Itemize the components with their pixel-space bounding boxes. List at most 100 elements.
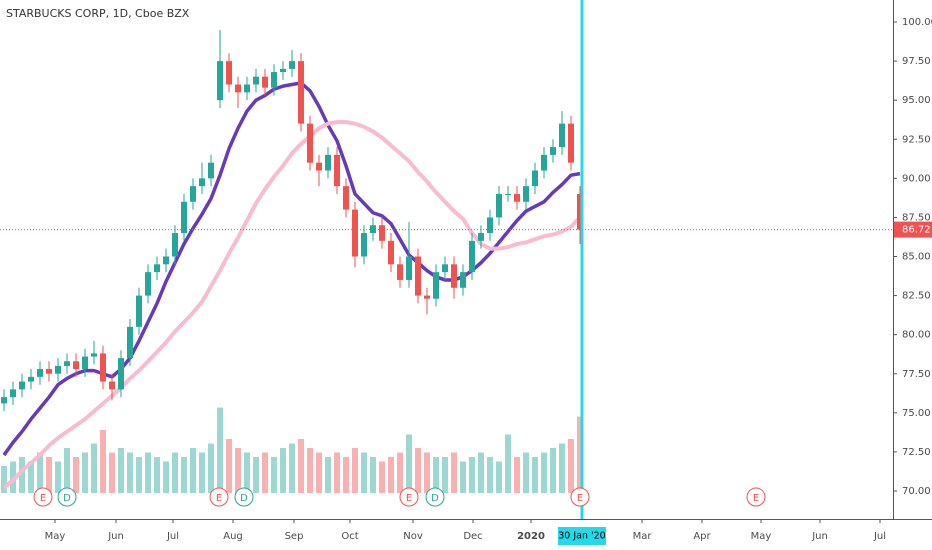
x-tick-label: Oct bbox=[341, 531, 358, 542]
candle-body bbox=[352, 209, 358, 257]
last-price-box bbox=[894, 221, 932, 238]
event-marker bbox=[33, 487, 53, 507]
event-marker bbox=[746, 487, 766, 507]
candle-body bbox=[460, 272, 466, 288]
y-tick-label: 80.00 bbox=[902, 330, 931, 341]
volume-bar bbox=[406, 434, 412, 493]
candle-body bbox=[208, 162, 214, 179]
x-tick-label: Jun bbox=[107, 531, 124, 542]
candle-body bbox=[28, 376, 34, 382]
candle-body bbox=[109, 381, 115, 390]
y-tick-label: 87.50 bbox=[902, 212, 931, 223]
candle-body bbox=[298, 61, 304, 124]
candle-body bbox=[442, 264, 448, 273]
volume-bar bbox=[217, 407, 223, 493]
volume-bar bbox=[352, 448, 358, 493]
volume-bar bbox=[514, 457, 520, 493]
event-label: E bbox=[216, 493, 222, 504]
volume-bar bbox=[91, 443, 97, 493]
volume-bar bbox=[424, 452, 430, 493]
volume-bar bbox=[388, 457, 394, 493]
candle-body bbox=[388, 240, 394, 265]
volume-bar bbox=[1, 466, 7, 493]
volume-bar bbox=[397, 452, 403, 493]
volume-bar bbox=[541, 452, 547, 493]
y-tick-label: 90.00 bbox=[902, 173, 931, 184]
candle-body bbox=[316, 162, 322, 171]
volume-bar bbox=[289, 443, 295, 493]
candle-body bbox=[523, 186, 529, 202]
volume-bar bbox=[118, 448, 124, 493]
volume-bar bbox=[487, 457, 493, 493]
candle-body bbox=[46, 369, 52, 374]
event-marker bbox=[399, 487, 419, 507]
candle-body bbox=[577, 193, 583, 230]
volume-bar bbox=[100, 430, 106, 493]
candle-body bbox=[244, 84, 250, 93]
x-tick-label: Aug bbox=[223, 531, 243, 542]
volume-bar bbox=[163, 461, 169, 493]
volume-bar bbox=[37, 452, 43, 493]
candle-body bbox=[568, 123, 574, 163]
candle-body bbox=[496, 193, 502, 218]
volume-bar bbox=[73, 457, 79, 493]
candle-body bbox=[307, 123, 313, 163]
y-tick-label: 70.00 bbox=[902, 486, 931, 497]
volume-bar bbox=[154, 457, 160, 493]
last-price-label: 86.72 bbox=[902, 225, 931, 236]
candle-body bbox=[343, 186, 349, 210]
volume-bar bbox=[280, 448, 286, 493]
volume-bar bbox=[244, 452, 250, 493]
event-label: D bbox=[431, 493, 439, 504]
volume-bar bbox=[235, 448, 241, 493]
volume-bar bbox=[253, 457, 259, 493]
volume-bar bbox=[262, 452, 268, 493]
volume-bar bbox=[226, 439, 232, 493]
volume-bar bbox=[415, 448, 421, 493]
volume-bar bbox=[451, 452, 457, 493]
candle-body bbox=[280, 68, 286, 73]
candle-body bbox=[559, 123, 565, 148]
volume-bar bbox=[523, 452, 529, 493]
y-tick-label: 77.50 bbox=[902, 369, 931, 380]
candle-body bbox=[532, 170, 538, 187]
candle-body bbox=[136, 295, 142, 327]
x-tick-label: Jul bbox=[166, 531, 179, 542]
moving-average bbox=[2, 120, 582, 490]
volume-bar bbox=[172, 452, 178, 493]
volume-bar bbox=[46, 457, 52, 493]
volume-bar bbox=[325, 457, 331, 493]
volume-bar bbox=[532, 457, 538, 493]
volume-bar bbox=[82, 452, 88, 493]
event-marker bbox=[209, 487, 229, 507]
volume-bar bbox=[127, 452, 133, 493]
volume-bar bbox=[559, 443, 565, 493]
x-tick-label: 2020 bbox=[517, 531, 545, 542]
volume-bar bbox=[208, 443, 214, 493]
volume-bar bbox=[64, 448, 70, 493]
candle-body bbox=[334, 154, 340, 187]
candle-body bbox=[145, 272, 151, 296]
candle-body bbox=[469, 240, 475, 273]
volume-bar bbox=[550, 448, 556, 493]
x-tick-label: May bbox=[751, 531, 772, 542]
volume-bar bbox=[370, 457, 376, 493]
event-marker bbox=[570, 487, 590, 507]
candle-body bbox=[91, 353, 97, 357]
candle-body bbox=[172, 233, 178, 257]
candle-body bbox=[163, 256, 169, 265]
candle-body bbox=[199, 178, 205, 187]
y-tick-label: 85.00 bbox=[902, 252, 931, 263]
volume-bar bbox=[307, 448, 313, 493]
candle-body bbox=[190, 186, 196, 202]
x-tick-label: Jun bbox=[811, 531, 828, 542]
volume-bar bbox=[343, 457, 349, 493]
cursor-label-box bbox=[558, 527, 606, 545]
cursor-label: 30 Jan '20 bbox=[558, 531, 605, 542]
candle-body bbox=[10, 389, 16, 398]
volume-bar bbox=[316, 452, 322, 493]
volume-bar bbox=[442, 457, 448, 493]
candle-body bbox=[19, 381, 25, 390]
event-label: D bbox=[240, 493, 248, 504]
event-label: E bbox=[577, 493, 583, 504]
